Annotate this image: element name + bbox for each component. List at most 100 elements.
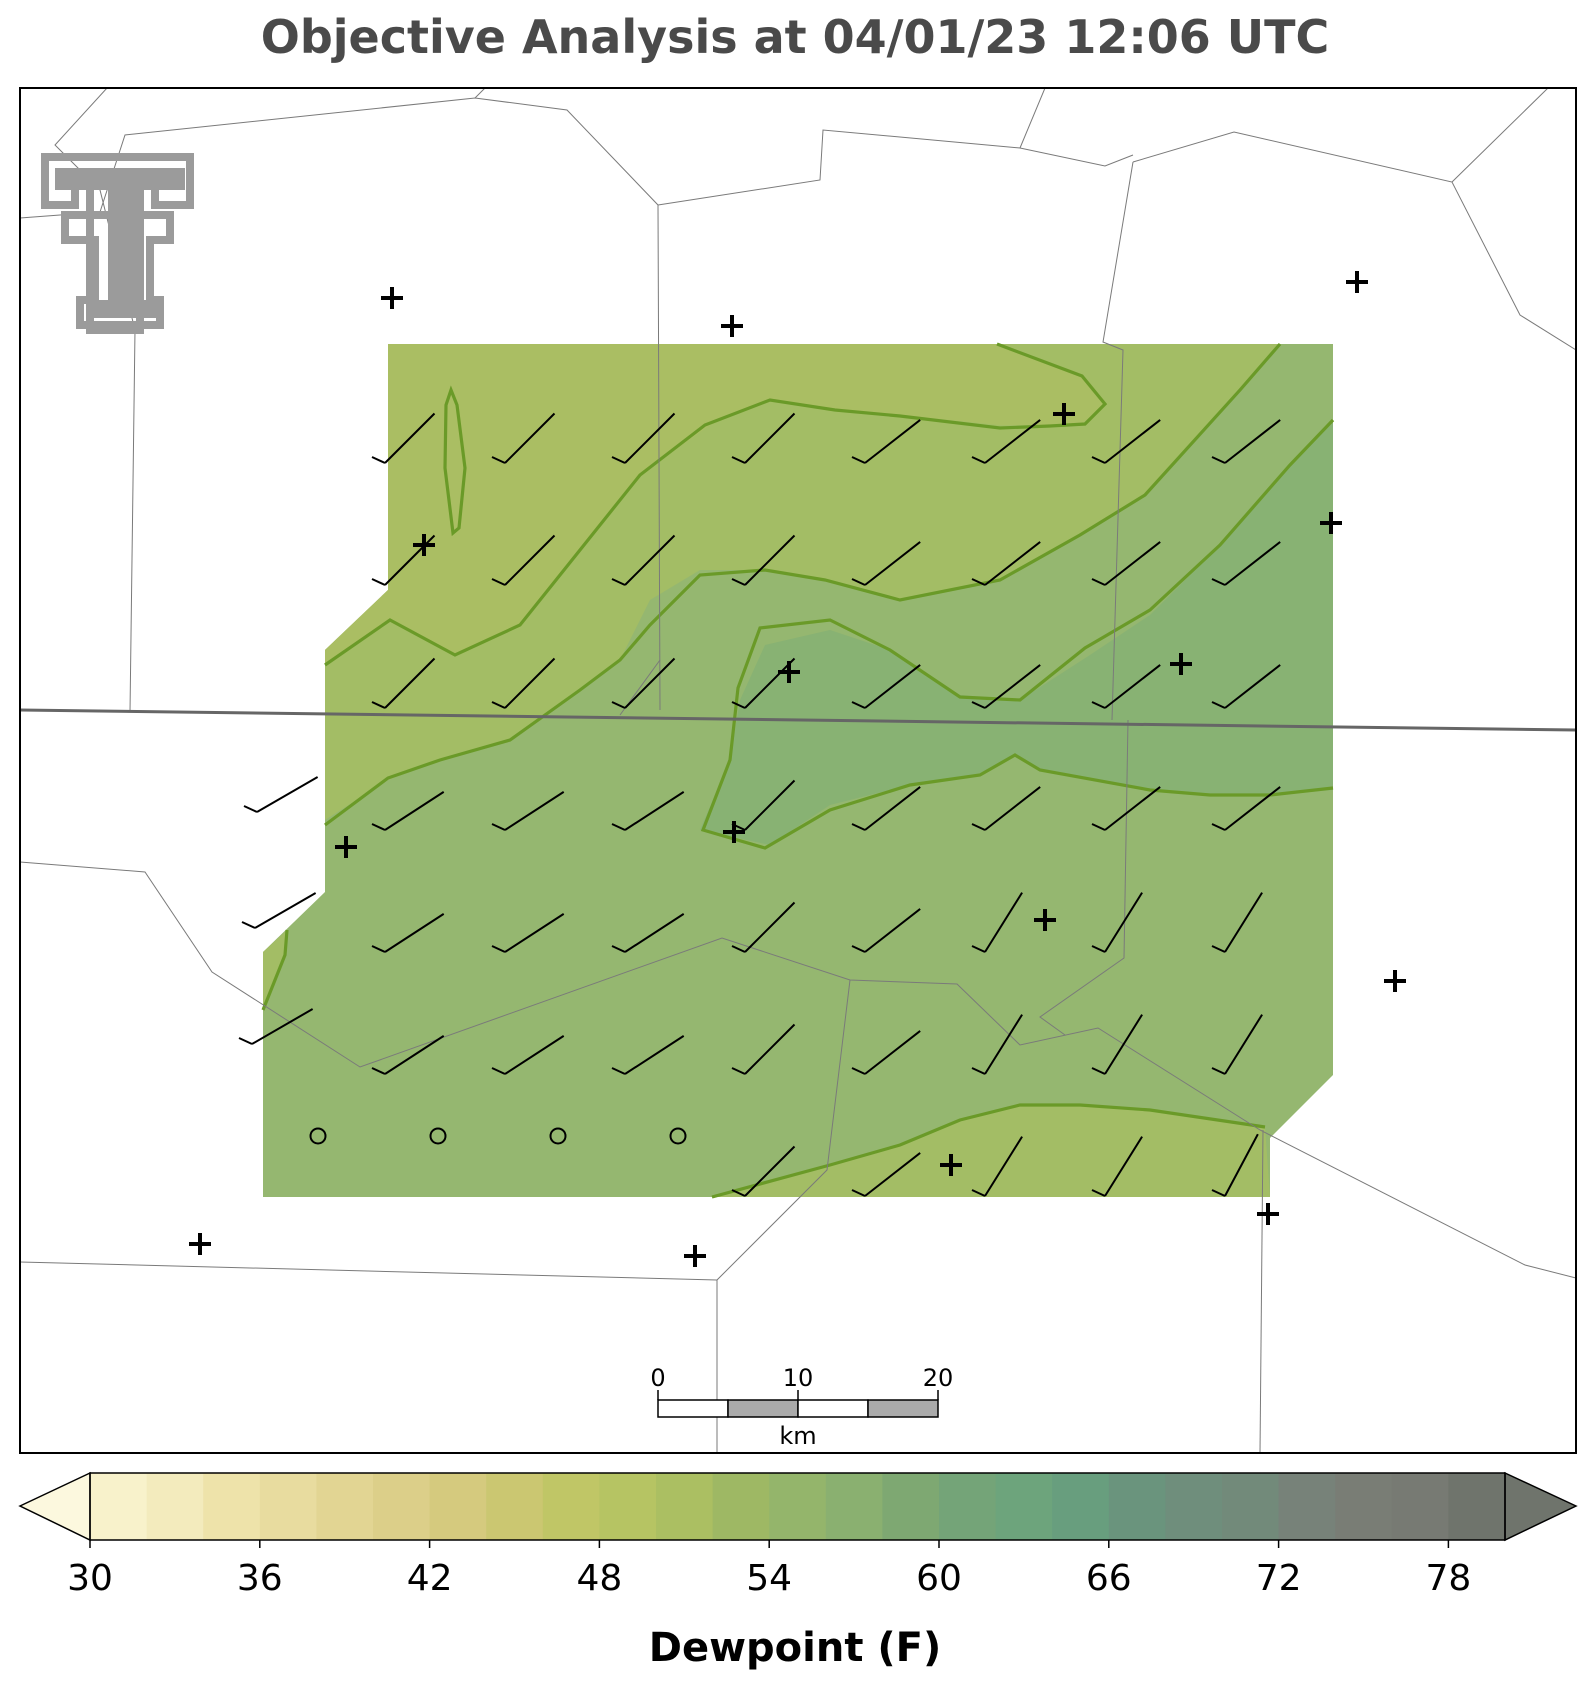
wind-barb (1091, 786, 1161, 831)
scale-seg-2 (727, 1399, 799, 1418)
wind-barb (1211, 541, 1281, 586)
county-line (1259, 1129, 1264, 1453)
station-marker (189, 1233, 211, 1255)
wind-barb (731, 657, 796, 709)
station-marker (940, 1154, 962, 1176)
logo-bottom-bar (61, 211, 174, 329)
scale-unit: km (779, 1422, 816, 1450)
wind-barb (1211, 1014, 1263, 1075)
scale-seg-4 (867, 1399, 939, 1418)
wind-barb (1091, 541, 1161, 586)
wind-barb (371, 791, 445, 831)
station-marker (1346, 271, 1368, 293)
colorbar-label: Dewpoint (F) (648, 1625, 942, 1671)
wind-barb (371, 1035, 445, 1075)
contour-lines (261, 342, 1335, 1199)
wind-barb (971, 1136, 1023, 1197)
wind-barb (1211, 1133, 1259, 1197)
wind-barb (851, 908, 921, 953)
scale-seg-3 (797, 1399, 869, 1418)
county-line (1132, 131, 1576, 351)
contour-52 (324, 342, 1282, 827)
station-marker (721, 315, 743, 337)
wind-barb (971, 1014, 1023, 1075)
scale-label-10: 10 (783, 1364, 814, 1392)
wind-barb (1091, 892, 1143, 953)
wind-barb (611, 534, 676, 586)
station-marker (1257, 1203, 1279, 1225)
wind-barb (371, 657, 436, 709)
scale-seg-1 (657, 1399, 729, 1418)
logo-crossbar (55, 168, 185, 190)
state-border (19, 708, 1577, 732)
wind-barb (731, 534, 796, 586)
dewpoint-field (263, 344, 1333, 1197)
logo-base (88, 300, 158, 318)
wind-barb (851, 1030, 921, 1075)
wind-barb (731, 1145, 796, 1197)
contour-54 (700, 418, 1335, 850)
scale-bar: 0 10 20 km (650, 1364, 953, 1450)
wind-barb (851, 1152, 921, 1197)
wind-barb (1091, 664, 1161, 709)
wind-barb (851, 664, 921, 709)
wind-barb (611, 412, 676, 464)
wind-barb (491, 657, 556, 709)
wind-barb (1091, 419, 1161, 464)
wind-barb (371, 913, 445, 953)
field-zone-54-56-right (700, 420, 1333, 845)
calm-wind-marker (669, 1127, 687, 1145)
wind-barb (491, 1035, 565, 1075)
field-zone-south (712, 1105, 1270, 1197)
station-marker (684, 1245, 706, 1267)
county-line (716, 979, 851, 1453)
contour-52-left (261, 929, 289, 1011)
wind-barb (1211, 786, 1281, 831)
county-line (1039, 719, 1129, 1036)
wind-barb (1091, 1136, 1143, 1197)
calm-wind-marker (549, 1127, 567, 1145)
logo-top-bar (41, 153, 194, 334)
station-marker (1053, 403, 1075, 425)
scale-label-0: 0 (650, 1364, 665, 1392)
texas-tech-logo (41, 153, 194, 334)
county-line (1019, 88, 1046, 149)
wind-barb (611, 791, 685, 831)
wind-barb (611, 1035, 685, 1075)
wind-barb (371, 534, 436, 586)
wind-barb (731, 901, 796, 953)
wind-barb (491, 791, 565, 831)
wind-barb (611, 657, 676, 709)
contour-50-west-lobe (443, 385, 467, 537)
wind-barb (971, 786, 1041, 831)
calm-wind-marker (429, 1127, 447, 1145)
chart-title: Objective Analysis at 04/01/23 12:06 UTC (260, 10, 1330, 64)
wind-barb (731, 779, 796, 831)
station-marker (335, 836, 357, 858)
station-marker (1320, 512, 1342, 534)
wind-barb (971, 419, 1041, 464)
county-line (474, 88, 486, 99)
wind-barb (731, 1023, 796, 1075)
county-line (20, 861, 1576, 1279)
logo-stem (108, 190, 138, 310)
wind-barb (1211, 419, 1281, 464)
field-zone-lt50 (325, 344, 1105, 665)
station-markers (189, 271, 1406, 1267)
wind-barb (971, 664, 1041, 709)
county-line (1102, 161, 1134, 721)
field-zone-left (263, 930, 287, 1010)
station-marker (1384, 970, 1406, 992)
wind-barb (971, 541, 1041, 586)
wind-barb (243, 776, 319, 813)
scale-label-20: 20 (923, 1364, 954, 1392)
wind-barb (491, 534, 556, 586)
wind-barb (371, 412, 436, 464)
contour-52-south (711, 1103, 1266, 1199)
map-frame (19, 87, 1577, 1454)
wind-barb (851, 419, 921, 464)
wind-barb (491, 412, 556, 464)
wind-barb (731, 412, 796, 464)
station-marker (1170, 653, 1192, 675)
